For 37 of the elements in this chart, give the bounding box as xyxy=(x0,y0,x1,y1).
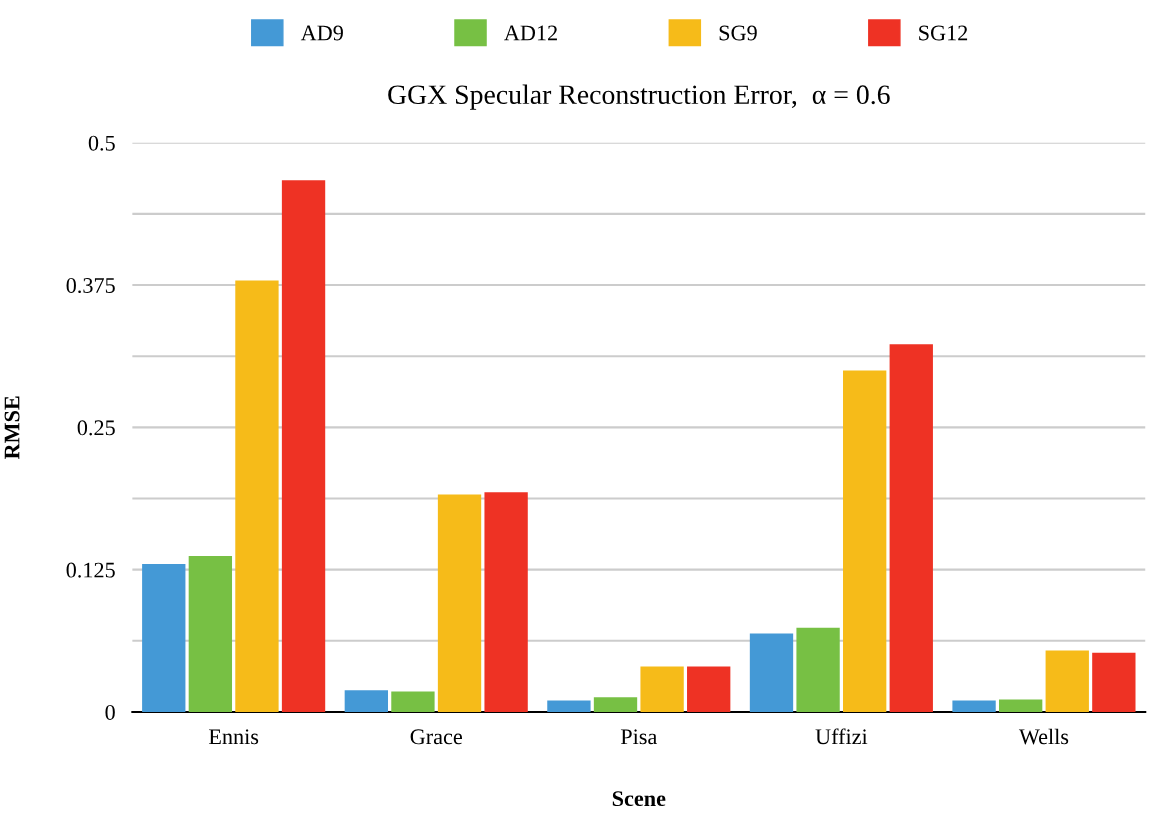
bar xyxy=(796,627,840,712)
y-tick-label: 0.5 xyxy=(88,135,115,151)
bar xyxy=(843,370,887,712)
bar xyxy=(344,690,389,712)
y-tick-label: 0.375 xyxy=(66,277,115,294)
bar xyxy=(640,666,684,712)
y-tick-label: 0.125 xyxy=(66,562,115,578)
bar xyxy=(999,699,1043,712)
bar xyxy=(593,697,638,712)
legend-label: SG12 xyxy=(919,25,968,41)
legend-label: AD9 xyxy=(300,25,343,41)
bar xyxy=(1045,650,1089,712)
bar xyxy=(437,494,482,712)
bar xyxy=(281,180,326,712)
x-tick-label: Pisa xyxy=(620,729,658,745)
bar xyxy=(391,691,435,712)
x-tick-label: Wells xyxy=(1018,728,1069,745)
y-tick-label: 0 xyxy=(105,704,115,720)
x-tick-label: Ennis xyxy=(208,729,259,745)
bar xyxy=(188,556,233,712)
x-tick-label: Uffizi xyxy=(815,728,868,745)
bar xyxy=(889,344,933,712)
bar xyxy=(1092,652,1136,712)
bar xyxy=(687,666,731,712)
y-axis-title: RMSE xyxy=(4,396,20,460)
bar xyxy=(235,280,279,712)
bar xyxy=(484,492,528,712)
y-tick-label: 0.25 xyxy=(77,420,115,436)
legend-label: SG9 xyxy=(719,25,757,41)
legend-label: AD12 xyxy=(504,25,557,41)
bar xyxy=(952,700,996,712)
bar xyxy=(142,563,186,712)
x-axis-title: Scene xyxy=(612,791,666,807)
bar xyxy=(547,700,591,712)
x-tick-label: Grace xyxy=(410,729,462,745)
bar xyxy=(749,633,794,712)
chart-title: GGX Specular Reconstruction Error, α = 0.6 xyxy=(388,84,890,110)
